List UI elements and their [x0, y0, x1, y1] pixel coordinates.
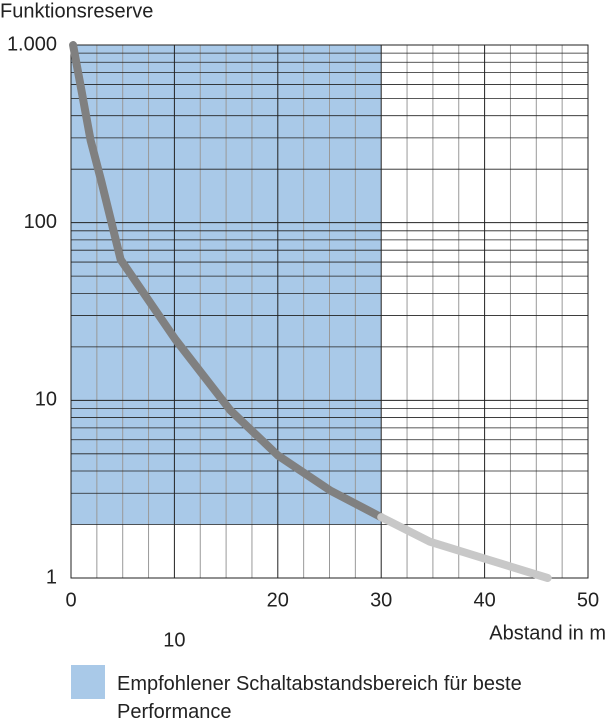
y-tick-label: 1: [46, 566, 57, 588]
x-tick-label: 20: [267, 589, 289, 611]
x-tick-label: 0: [65, 589, 76, 611]
y-tick-label: 10: [35, 389, 57, 411]
x-tick-label: 50: [577, 589, 599, 611]
y-axis-title: Funktionsreserve: [0, 0, 153, 22]
y-tick-label: 1.000: [7, 33, 57, 55]
curve: [377, 513, 552, 582]
x-tick-label: 40: [473, 589, 495, 611]
chart: Funktionsreserve Abstand in m 0 10 20 30 40 5…: [0, 0, 606, 650]
y-tick-label: 100: [24, 211, 57, 233]
legend-swatch: [71, 665, 105, 699]
x-tick-label: 30: [370, 589, 392, 611]
legend-label: Empfohlener Schaltabstandsbereich für be…: [117, 673, 522, 723]
x-tick-label: 10: [163, 629, 185, 650]
x-axis-title: Abstand in m: [489, 622, 606, 644]
plot-frame: [70, 44, 589, 579]
curve: [69, 41, 386, 522]
